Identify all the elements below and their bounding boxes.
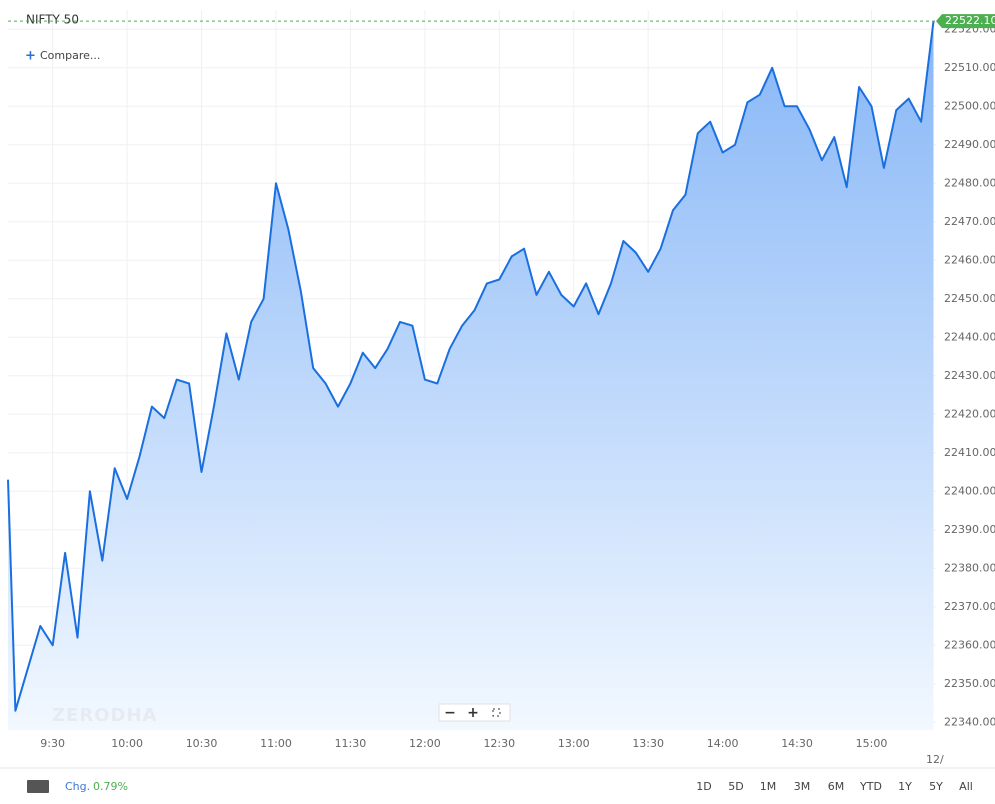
range-button[interactable]: YTD — [859, 780, 882, 793]
y-tick-label: 22490.00 — [944, 138, 995, 151]
x-tick-label: 10:30 — [186, 737, 218, 750]
y-tick-label: 22420.00 — [944, 407, 995, 420]
x-tick-label: 13:30 — [632, 737, 664, 750]
x-tick-label: 13:00 — [558, 737, 590, 750]
x-tick-label: 15:00 — [856, 737, 888, 750]
y-tick-label: 22400.00 — [944, 484, 995, 497]
range-button[interactable]: 5Y — [929, 780, 943, 793]
x-tick-label: 14:00 — [707, 737, 739, 750]
range-button[interactable]: 1M — [760, 780, 777, 793]
zoom-in[interactable]: + — [467, 705, 479, 721]
y-tick-label: 22410.00 — [944, 446, 995, 459]
keyboard-icon[interactable] — [27, 780, 49, 793]
x-tick-label: 11:30 — [335, 737, 367, 750]
price-line — [7, 21, 935, 712]
fullscreen[interactable] — [492, 708, 501, 717]
x-tick-label: 11:00 — [260, 737, 292, 750]
plus-icon[interactable]: + — [25, 49, 36, 64]
y-tick-label: 22470.00 — [944, 215, 995, 228]
compare-button[interactable]: Compare... — [40, 49, 100, 62]
range-button[interactable]: All — [959, 780, 973, 793]
change-value: 0.79% — [93, 780, 128, 793]
x-tick-label: 9:30 — [40, 737, 65, 750]
change-label: Chg. — [65, 780, 90, 793]
y-tick-label: 22460.00 — [944, 253, 995, 266]
chart-title: NIFTY 50 — [26, 13, 79, 27]
watermark: ZERODHA — [52, 705, 157, 726]
area-fill — [8, 21, 934, 730]
range-button[interactable]: 1D — [696, 780, 711, 793]
range-button[interactable]: 1Y — [898, 780, 912, 793]
y-tick-label: 22380.00 — [944, 561, 995, 574]
x-tick-label: 14:30 — [781, 737, 813, 750]
x-tick-label: 10:00 — [111, 737, 143, 750]
y-tick-label: 22350.00 — [944, 677, 995, 690]
date-label: 12/ — [926, 753, 944, 766]
last-price-label: 22522.10 — [945, 14, 995, 27]
y-tick-label: 22510.00 — [944, 61, 995, 74]
x-tick-label: 12:00 — [409, 737, 441, 750]
y-tick-label: 22440.00 — [944, 330, 995, 343]
y-tick-label: 22450.00 — [944, 292, 995, 305]
x-tick-label: 12:30 — [483, 737, 515, 750]
y-tick-label: 22340.00 — [944, 715, 995, 728]
y-tick-label: 22500.00 — [944, 99, 995, 112]
zoom-controls — [438, 703, 511, 722]
last-price-badge — [936, 14, 995, 29]
y-tick-label: 22430.00 — [944, 369, 995, 382]
zoom-out[interactable]: − — [444, 705, 456, 721]
y-tick-label: 22370.00 — [944, 600, 995, 613]
range-button[interactable]: 3M — [794, 780, 811, 793]
y-tick-label: 22390.00 — [944, 523, 995, 536]
y-tick-label: 22360.00 — [944, 638, 995, 651]
y-tick-label: 22480.00 — [944, 176, 995, 189]
range-button[interactable]: 6M — [828, 780, 845, 793]
range-button[interactable]: 5D — [728, 780, 743, 793]
